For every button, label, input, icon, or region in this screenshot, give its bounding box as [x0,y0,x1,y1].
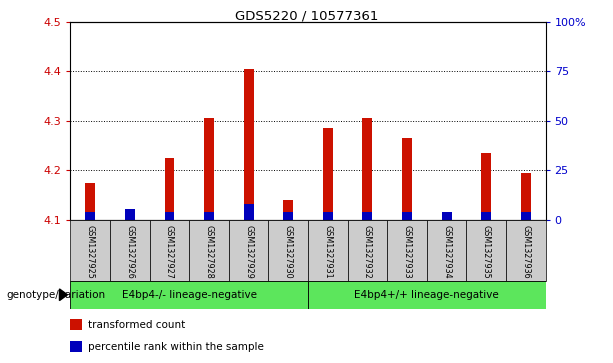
Text: E4bp4-/- lineage-negative: E4bp4-/- lineage-negative [122,290,257,300]
Bar [387,220,427,281]
Bar [110,220,150,281]
Text: GSM1327932: GSM1327932 [363,225,372,278]
Text: GSM1327934: GSM1327934 [442,225,451,278]
Text: GSM1327935: GSM1327935 [482,225,490,278]
Bar [164,212,175,220]
Bar [189,220,229,281]
Text: transformed count: transformed count [88,320,185,330]
Text: GSM1327927: GSM1327927 [165,225,174,278]
Text: GSM1327928: GSM1327928 [205,225,213,278]
Bar [506,220,546,281]
Bar [441,214,452,220]
Text: GSM1327931: GSM1327931 [323,225,332,278]
Bar [85,212,95,220]
Bar [402,138,412,220]
Polygon shape [59,289,67,301]
Bar [323,128,333,220]
Bar [348,220,387,281]
Text: GSM1327926: GSM1327926 [126,225,134,278]
Bar [268,220,308,281]
Bar [441,212,452,220]
Bar [150,220,189,281]
Bar [427,220,466,281]
Bar [283,200,293,220]
Bar [70,220,110,281]
Bar [481,153,491,220]
Text: GSM1327930: GSM1327930 [284,225,293,278]
Bar [204,212,214,220]
Bar [204,118,214,220]
Text: GSM1327925: GSM1327925 [86,225,95,278]
Bar [308,281,546,309]
Bar [481,212,491,220]
Bar [308,220,348,281]
Bar [323,212,333,220]
Text: percentile rank within the sample: percentile rank within the sample [88,342,264,352]
Bar [70,319,82,330]
Bar [283,212,293,220]
Text: GSM1327929: GSM1327929 [244,225,253,278]
Text: E4bp4+/+ lineage-negative: E4bp4+/+ lineage-negative [354,290,499,300]
Bar [244,69,254,220]
Text: GSM1327933: GSM1327933 [403,225,411,278]
Bar [70,341,82,352]
Text: genotype/variation: genotype/variation [6,290,105,300]
Bar [125,209,135,220]
Bar [244,204,254,220]
Bar [466,220,506,281]
Bar [402,212,412,220]
Bar [521,173,531,220]
Bar [85,183,95,220]
Bar [70,281,308,309]
Bar [362,212,372,220]
Bar [362,118,372,220]
Bar [229,220,268,281]
Text: GDS5220 / 10577361: GDS5220 / 10577361 [235,9,378,22]
Bar [125,214,135,220]
Bar [164,158,175,220]
Text: GSM1327936: GSM1327936 [521,225,530,278]
Bar [521,212,531,220]
